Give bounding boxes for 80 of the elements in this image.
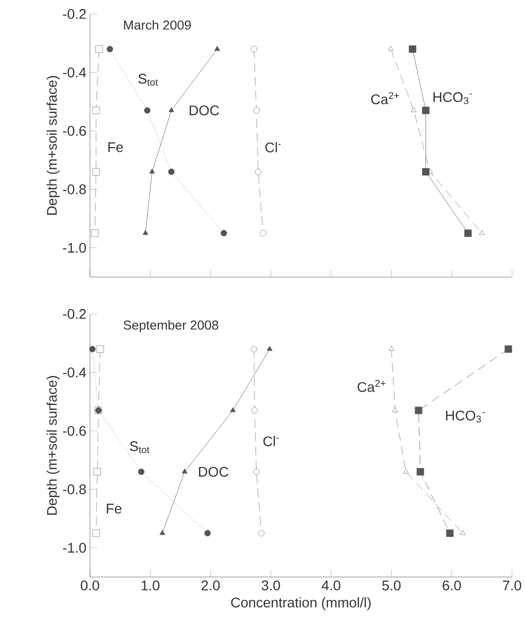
series-label: DOC (190, 105, 220, 116)
point (403, 468, 409, 474)
chart-title: March 2009 (124, 20, 191, 30)
point (414, 406, 422, 414)
point (446, 529, 454, 537)
point (214, 46, 220, 51)
series-label: S$_{tot}$ (138, 74, 158, 86)
series-label: HCO$_{3}$- (433, 92, 472, 104)
point (479, 230, 485, 235)
point (144, 107, 150, 114)
point (106, 46, 114, 52)
point (388, 46, 394, 51)
y-tick-label: -0.4 (63, 367, 86, 378)
point (464, 229, 472, 237)
series-label: S$_{tot}$ (130, 441, 150, 454)
point (410, 107, 417, 112)
point (168, 168, 175, 175)
point (160, 530, 166, 535)
point (168, 107, 174, 112)
point (149, 168, 155, 174)
point (416, 468, 424, 476)
y-tick-label: -0.2 (63, 309, 86, 319)
series-label: Fe (108, 142, 123, 152)
point (95, 45, 103, 53)
y-tick-label: -0.8 (63, 184, 86, 194)
y-tick-label: -0.4 (63, 67, 86, 78)
x-tick-label: 3.0 (262, 580, 280, 590)
y-tick-label: -0.8 (63, 484, 86, 494)
series-label: DOC (198, 466, 228, 477)
y-tick-label: -0.6 (63, 426, 86, 436)
point (220, 230, 228, 236)
point (138, 468, 144, 475)
x-tick-label: 1.0 (142, 580, 160, 590)
point (388, 346, 394, 351)
point (266, 346, 272, 351)
point (392, 407, 398, 412)
series-label: HCO$_{3}$- (446, 410, 485, 423)
y-tick-label: -0.2 (63, 9, 86, 19)
x-tick-label: 0.0 (80, 580, 100, 590)
point (260, 230, 266, 236)
series-label: Fe (106, 504, 122, 514)
point (422, 106, 430, 114)
x-axis-title: Concentration (mmol/l) (231, 597, 371, 610)
point (422, 168, 430, 176)
point (204, 530, 211, 536)
x-tick-label: 4.0 (322, 580, 340, 590)
y-tick-label: -0.6 (63, 126, 86, 136)
y-tick-label: -1.0 (63, 542, 86, 553)
point (230, 407, 236, 412)
x-tick-label: 7.0 (503, 580, 522, 590)
point (250, 46, 258, 52)
y-axis-title: Depth (m+soil surface) (46, 376, 60, 515)
point (96, 345, 104, 353)
x-tick-label: 5.0 (382, 580, 401, 590)
point (92, 529, 100, 537)
series-label: Cl$^{-}$ (265, 142, 281, 152)
point (460, 530, 466, 535)
y-axis-title: Depth (m+soil surface) (46, 76, 60, 215)
point (255, 168, 262, 175)
point (94, 468, 101, 476)
point (253, 468, 260, 475)
point (89, 346, 96, 352)
x-tick-label: 6.0 (442, 580, 461, 590)
point (250, 346, 258, 352)
point (258, 530, 264, 536)
series-label: Ca$^{2+}$ (371, 92, 399, 104)
point (408, 45, 416, 53)
point (182, 468, 188, 474)
point (142, 230, 148, 235)
point (92, 106, 100, 114)
x-tick-label: 2.0 (202, 580, 220, 590)
point (253, 107, 260, 114)
chart-title: September 2008 (124, 320, 218, 332)
y-tick-label: -1.0 (63, 242, 86, 253)
point (92, 168, 100, 176)
point (251, 407, 258, 414)
point (91, 229, 99, 237)
series-label: Cl$^{-}$ (263, 436, 279, 446)
series-label: Ca$^{2+}$ (358, 380, 386, 392)
point (504, 345, 512, 353)
